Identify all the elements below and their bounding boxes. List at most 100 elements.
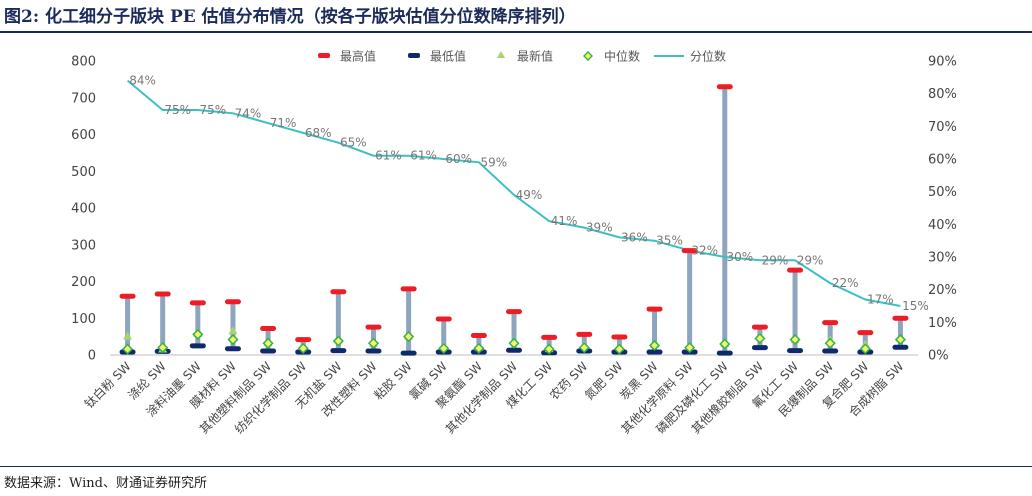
right-tick-label: 60% (928, 153, 957, 168)
median-marker (613, 343, 625, 355)
min-marker (751, 345, 768, 351)
legend-item: 分位数 (654, 49, 726, 64)
range-bar (652, 309, 658, 353)
max-marker (330, 289, 347, 295)
percentile-data-label: 32% (691, 243, 718, 257)
max-marker (365, 324, 382, 330)
category-label: 农药 SW (547, 359, 590, 402)
median-marker (403, 331, 415, 343)
median-marker (754, 332, 766, 345)
median-marker (227, 334, 239, 346)
min-marker (716, 350, 733, 356)
left-tick-label: 600 (71, 128, 96, 143)
legend-median-swatch (583, 51, 593, 61)
category-label: 钛白粉 SW (81, 358, 134, 411)
min-marker (822, 348, 839, 354)
percentile-data-label: 84% (129, 74, 156, 88)
min-marker (365, 348, 382, 354)
percentile-data-label: 61% (375, 149, 402, 163)
legend-label: 最低值 (430, 49, 466, 64)
legend-max-swatch (318, 53, 330, 58)
median-marker (859, 343, 871, 355)
min-marker (506, 347, 522, 353)
right-tick-label: 90% (928, 55, 957, 70)
source-note: 数据来源：Wind、财通证券研究所 (4, 476, 207, 491)
percentile-data-label: 74% (235, 106, 262, 120)
latest-marker (228, 326, 238, 335)
max-marker (295, 337, 312, 343)
legend-item: 最低值 (408, 49, 466, 64)
legend-item: 最高值 (318, 49, 376, 64)
max-marker (435, 316, 452, 322)
right-tick-label: 70% (928, 120, 957, 135)
pe-valuation-chart: 0 100 200 300 400 500 600 700 800 0% 10% 20% 30% 40%… (71, 49, 957, 437)
median-marker (543, 343, 555, 355)
category-label: 粘胶 SW (371, 358, 415, 402)
max-marker (576, 331, 593, 337)
category-label: 氮肥 SW (581, 358, 625, 402)
range-bar (195, 302, 201, 346)
range-bar (230, 301, 236, 349)
max-marker (611, 334, 628, 340)
median-marker (367, 337, 380, 349)
median-marker (438, 342, 450, 354)
range-bar (722, 86, 728, 354)
percentile-data-label: 17% (867, 292, 894, 306)
percentile-data-label: 61% (410, 149, 437, 163)
min-marker (330, 348, 347, 354)
max-marker (892, 315, 909, 321)
range-bar (687, 250, 693, 353)
median-marker (473, 342, 485, 354)
median-marker (824, 337, 836, 349)
percentile-data-label: 75% (164, 103, 191, 117)
min-marker (400, 350, 417, 356)
median-marker (684, 342, 696, 354)
range-bar (335, 291, 341, 351)
max-marker (224, 299, 241, 305)
left-tick-label: 200 (71, 275, 96, 290)
percentile-data-label: 65% (340, 136, 367, 150)
legend-label: 中位数 (604, 49, 640, 64)
median-marker (578, 342, 590, 354)
max-marker (400, 286, 417, 292)
right-tick-label: 0% (928, 349, 949, 364)
max-marker (646, 306, 663, 312)
median-marker (894, 334, 906, 346)
percentile-data-label: 75% (199, 103, 226, 117)
figure-title: 图2: 化工细分子版块 PE 估值分布情况（按各子版块估值分位数降序排列） (4, 7, 576, 27)
left-tick-label: 100 (71, 312, 96, 327)
percentile-data-label: 22% (832, 276, 859, 290)
percentile-data-label: 30% (726, 250, 753, 264)
max-marker (506, 309, 522, 315)
max-marker (541, 334, 558, 340)
median-marker (332, 335, 344, 347)
range-bar (441, 318, 447, 353)
source-rule (0, 466, 1032, 467)
max-marker (154, 291, 171, 297)
legend-item: 中位数 (583, 49, 640, 64)
percentile-data-label: 49% (516, 188, 543, 202)
range-bar (125, 296, 131, 353)
percentile-data-label: 15% (902, 299, 929, 313)
percentile-data-label: 59% (481, 155, 508, 169)
max-marker (470, 333, 487, 339)
percentile-line-layer (126, 79, 901, 307)
percentile-data-label: 35% (656, 234, 683, 248)
left-axis: 0 100 200 300 400 500 600 700 800 (71, 55, 918, 364)
percentile-data-label: 68% (305, 126, 332, 140)
latest-marker (123, 331, 133, 340)
percentile-data-label: 71% (270, 116, 297, 130)
min-marker (646, 349, 663, 355)
median-marker (192, 328, 204, 340)
left-tick-label: 800 (71, 55, 96, 70)
max-marker (787, 267, 804, 273)
legend-label: 最高值 (340, 49, 376, 64)
percentile-line (126, 79, 901, 307)
median-marker (508, 337, 520, 349)
right-tick-label: 20% (928, 283, 957, 298)
min-marker (892, 344, 909, 350)
max-marker (716, 84, 733, 90)
median-marker (157, 342, 169, 354)
max-marker (857, 330, 874, 336)
